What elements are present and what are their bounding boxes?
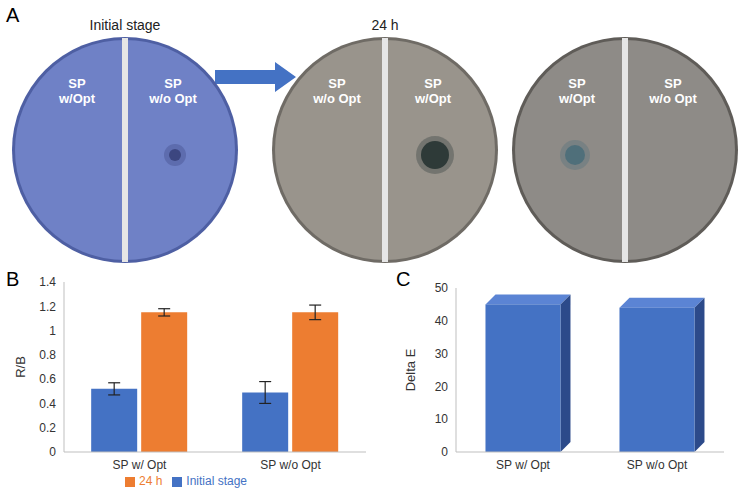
- svg-text:Initial stage: Initial stage: [90, 17, 161, 33]
- svg-text:R/B: R/B: [13, 356, 28, 378]
- svg-text:SPw/o Opt: SPw/o Opt: [648, 76, 697, 106]
- svg-text:SP w/o Opt: SP w/o Opt: [627, 458, 688, 472]
- svg-text:SPw/o Opt: SPw/o Opt: [148, 76, 197, 106]
- svg-text:0: 0: [49, 445, 56, 459]
- html-text:B: B: [6, 268, 20, 290]
- svg-text:SPw/Opt: SPw/Opt: [58, 76, 96, 106]
- svg-text:0.2: 0.2: [39, 421, 56, 435]
- svg-text:1.4: 1.4: [39, 275, 56, 289]
- svg-text:SP w/o Opt: SP w/o Opt: [260, 458, 321, 472]
- svg-text:0.6: 0.6: [39, 372, 56, 386]
- svg-text:24 h: 24 h: [371, 17, 398, 33]
- svg-text:1: 1: [49, 324, 56, 338]
- svg-text:0: 0: [441, 445, 448, 459]
- svg-text:SPw/Opt: SPw/Opt: [414, 76, 452, 106]
- svg-text:0.8: 0.8: [39, 348, 56, 362]
- svg-text:SP w/ Opt: SP w/ Opt: [496, 458, 550, 472]
- svg-text:50: 50: [435, 281, 449, 295]
- svg-text:30: 30: [435, 347, 449, 361]
- svg-text:1.2: 1.2: [39, 300, 56, 314]
- svg-text:A: A: [6, 4, 20, 26]
- html-text:Initial stage: Initial stage: [186, 474, 247, 488]
- svg-text:SP w/ Opt: SP w/ Opt: [113, 458, 167, 472]
- html-text:24 h: 24 h: [139, 474, 163, 488]
- svg-text:40: 40: [435, 314, 449, 328]
- svg-text:10: 10: [435, 412, 449, 426]
- svg-text:SPw/Opt: SPw/Opt: [558, 76, 596, 106]
- svg-text:SPw/o Opt: SPw/o Opt: [312, 76, 361, 106]
- svg-text:20: 20: [435, 380, 449, 394]
- html-text:C: C: [396, 268, 411, 290]
- svg-text:Delta E: Delta E: [403, 348, 418, 391]
- svg-text:0.4: 0.4: [39, 397, 56, 411]
